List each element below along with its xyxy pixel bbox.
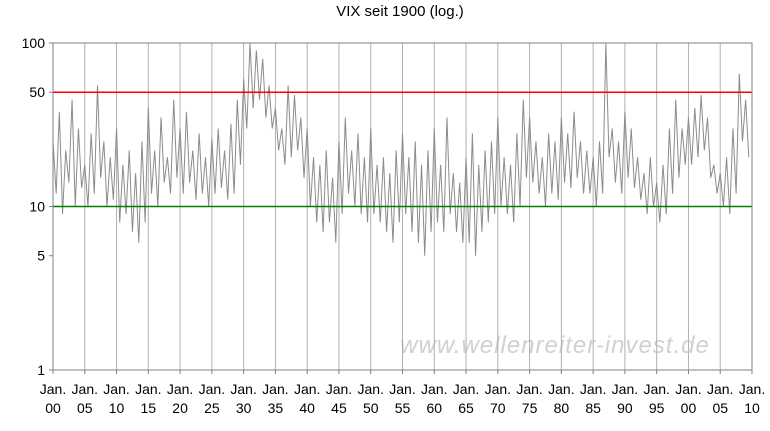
x-tick-label: Jan. 05 <box>707 381 733 416</box>
y-tick-label: 5 <box>37 248 45 264</box>
x-tick-label: Jan. 10 <box>103 381 129 416</box>
data-line <box>52 42 750 256</box>
x-tick-label: Jan. 75 <box>516 381 542 416</box>
x-tick-label: Jan. 00 <box>675 381 701 416</box>
x-tick-label: Jan. 65 <box>453 381 479 416</box>
x-tick-label: Jan. 30 <box>230 381 256 416</box>
x-tick-label: Jan. 00 <box>40 381 66 416</box>
plot-frame <box>52 42 753 371</box>
watermark: www.wellenreiter-invest.de <box>400 332 710 359</box>
x-tick-label: Jan. 85 <box>580 381 606 416</box>
x-tick-label: Jan. 50 <box>357 381 383 416</box>
x-tick-label: Jan. 35 <box>262 381 288 416</box>
x-tick-label: Jan. 95 <box>643 381 669 416</box>
x-tick-label: Jan. 80 <box>548 381 574 416</box>
x-tick-label: Jan. 15 <box>135 381 161 416</box>
x-tick-label: Jan. 70 <box>485 381 511 416</box>
x-tick-label: Jan. 90 <box>612 381 638 416</box>
y-tick-label: 100 <box>22 35 46 51</box>
y-tick-label: 1 <box>37 362 45 378</box>
chart-title: VIX seit 1900 (log.) <box>336 3 464 20</box>
x-tick-label: Jan. 05 <box>72 381 98 416</box>
x-tick-label: Jan. 60 <box>421 381 447 416</box>
x-tick-label: Jan. 10 <box>739 381 765 416</box>
x-tick-label: Jan. 55 <box>389 381 415 416</box>
x-tick-label: Jan. 40 <box>294 381 320 416</box>
x-tick-label: Jan. 20 <box>167 381 193 416</box>
y-tick-label: 10 <box>29 199 45 215</box>
y-tick-label: 50 <box>29 84 45 100</box>
x-tick-label: Jan. 45 <box>326 381 352 416</box>
x-tick-label: Jan. 25 <box>199 381 225 416</box>
